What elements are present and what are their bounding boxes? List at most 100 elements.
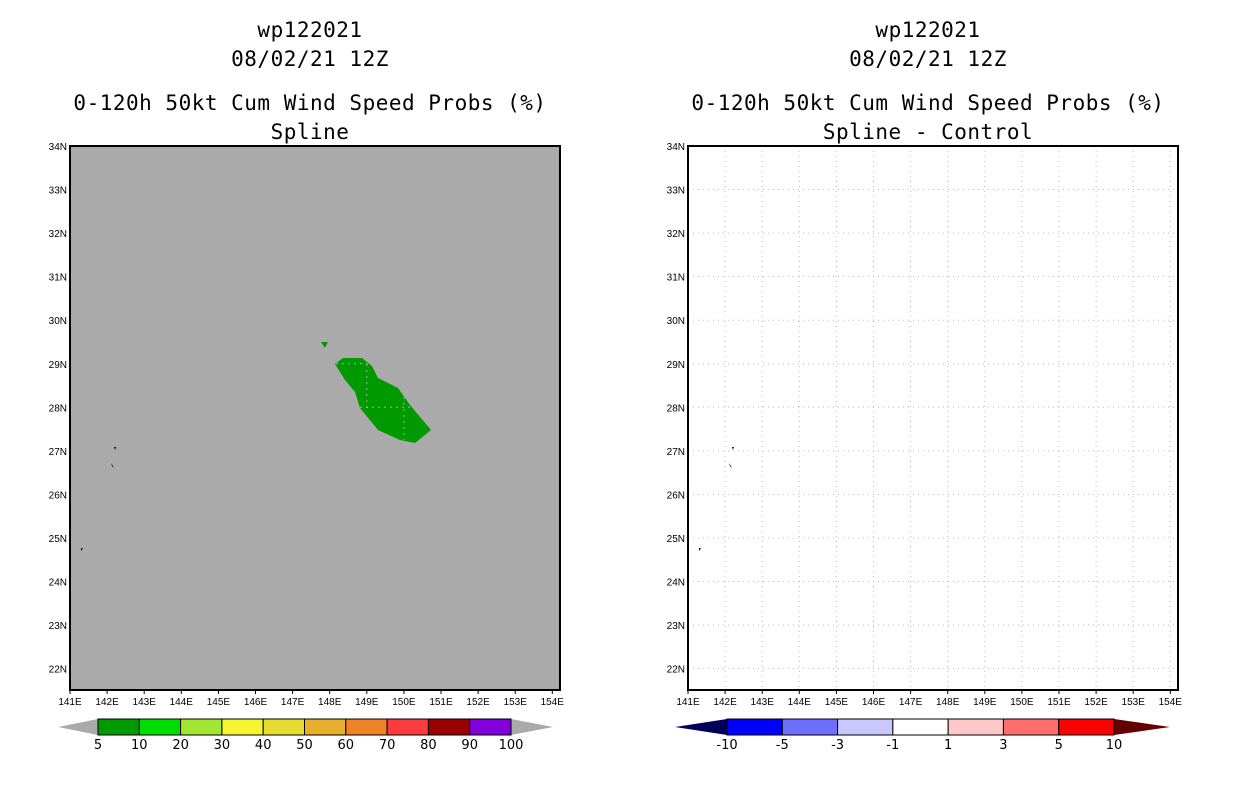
lon-tick-label: 142E — [95, 697, 119, 708]
lon-tick-label: 153E — [1122, 697, 1146, 708]
lon-tick-label: 153E — [504, 697, 528, 708]
left-title: 0-120h 50kt Cum Wind Speed Probs (%) — [73, 91, 547, 115]
colorbar-label: 1 — [944, 738, 952, 753]
map-background — [688, 146, 1178, 690]
colorbar-swatch — [180, 718, 223, 736]
lat-tick-label: 23N — [49, 621, 67, 632]
lat-tick-label: 25N — [667, 534, 685, 545]
colorbar-label: 70 — [379, 738, 396, 753]
right-subtitle: Spline - Control — [822, 120, 1034, 144]
colorbar-label: 5 — [94, 738, 102, 753]
right-map: 22N 23N 24N 25N 26N 27N 28N 29N 30N 31N 32N 33N 34N 1… — [667, 142, 1183, 753]
lat-tick-label: 30N — [49, 316, 67, 327]
colorbar-swatch — [304, 718, 347, 736]
colorbar-swatch — [1058, 718, 1115, 736]
colorbar-label: -1 — [886, 738, 899, 753]
island — [732, 447, 734, 450]
left-storm-id: wp122021 — [257, 18, 363, 42]
colorbar-label: 5 — [1055, 738, 1063, 753]
colorbar-swatch — [892, 718, 949, 736]
lon-tick-label: 151E — [429, 697, 453, 708]
lat-tick-label: 24N — [667, 578, 685, 589]
lon-tick-label: 148E — [936, 697, 960, 708]
lon-tick-label: 150E — [392, 697, 416, 708]
lon-tick-label: 154E — [1159, 697, 1183, 708]
lon-tick-label: 152E — [1084, 697, 1108, 708]
lon-tick-label: 147E — [281, 697, 305, 708]
island — [114, 447, 116, 450]
lat-tick-label: 23N — [667, 621, 685, 632]
colorbar-swatch — [837, 718, 894, 736]
lon-tick-label: 147E — [899, 697, 923, 708]
colorbar-swatch — [427, 718, 471, 736]
lon-tick-label: 145E — [207, 697, 231, 708]
lon-tick-label: 141E — [58, 697, 82, 708]
lat-tick-label: 29N — [667, 360, 685, 371]
colorbar-under-arrow — [58, 719, 98, 735]
lon-tick-label: 149E — [355, 697, 379, 708]
colorbar-swatch — [97, 718, 140, 736]
colorbar-under-arrow — [675, 719, 727, 735]
map-frame — [687, 145, 1179, 691]
lat-tick-label: 32N — [667, 229, 685, 240]
colorbar-swatch — [947, 718, 1004, 736]
colorbar-label: 90 — [461, 738, 478, 753]
colorbar-over-arrow — [1114, 719, 1170, 735]
colorbar-label: 10 — [131, 738, 148, 753]
lon-tick-label: 141E — [676, 697, 700, 708]
left-datetime: 08/02/21 12Z — [231, 47, 389, 71]
colorbar-swatch — [726, 718, 783, 736]
lon-tick-label: 152E — [466, 697, 490, 708]
lon-tick-label: 142E — [713, 697, 737, 708]
colorbar-swatch — [1002, 718, 1060, 736]
lon-tick-label: 146E — [244, 697, 268, 708]
lat-tick-label: 25N — [49, 534, 67, 545]
lat-tick-label: 29N — [49, 360, 67, 371]
left-subtitle: Spline — [270, 120, 350, 144]
lat-tick-label: 24N — [49, 578, 67, 589]
colorbar-swatch — [221, 718, 264, 736]
colorbar-label: -10 — [716, 738, 737, 753]
left-map: 22N 23N 24N 25N 26N 27N 28N 29N 30N 31N 32N 33N 34N 1… — [49, 142, 565, 753]
lat-tick-label: 32N — [49, 229, 67, 240]
island — [81, 548, 83, 551]
colorbar-label: -3 — [831, 738, 844, 753]
lat-tick-label: 26N — [667, 490, 685, 501]
lon-tick-label: 145E — [825, 697, 849, 708]
island — [729, 463, 732, 468]
colorbar-label: 80 — [420, 738, 437, 753]
lat-tick-label: 26N — [49, 490, 67, 501]
right-datetime: 08/02/21 12Z — [849, 47, 1007, 71]
lat-tick-label: 22N — [667, 665, 685, 676]
lat-tick-label: 31N — [49, 273, 67, 284]
lon-tick-label: 154E — [541, 697, 565, 708]
lon-tick-label: 143E — [751, 697, 775, 708]
lat-tick-label: 33N — [667, 186, 685, 197]
island — [699, 548, 701, 551]
lon-tick-label: 148E — [318, 697, 342, 708]
right-title: 0-120h 50kt Cum Wind Speed Probs (%) — [691, 91, 1165, 115]
lat-tick-label: 31N — [667, 273, 685, 284]
colorbar-label: 100 — [499, 738, 524, 753]
colorbar-swatch — [138, 718, 182, 736]
colorbar-over-arrow — [511, 719, 553, 735]
colorbar-label: 40 — [255, 738, 272, 753]
lat-tick-label: 34N — [667, 142, 685, 153]
lat-tick-label: 34N — [49, 142, 67, 153]
lat-tick-label: 28N — [667, 403, 685, 414]
map-background — [70, 146, 560, 690]
colorbar-swatch — [345, 718, 388, 736]
colorbar-label: 30 — [214, 738, 231, 753]
lat-tick-label: 22N — [49, 665, 67, 676]
colorbar-label: 60 — [338, 738, 355, 753]
colorbar-swatch — [469, 718, 512, 736]
colorbar-label: -5 — [776, 738, 789, 753]
lon-tick-label: 146E — [862, 697, 886, 708]
probability-area — [335, 358, 431, 443]
lon-tick-label: 150E — [1010, 697, 1034, 708]
colorbar-swatch — [262, 718, 306, 736]
lat-tick-label: 30N — [667, 316, 685, 327]
colorbar-label: 10 — [1106, 738, 1123, 753]
lon-tick-label: 149E — [973, 697, 997, 708]
